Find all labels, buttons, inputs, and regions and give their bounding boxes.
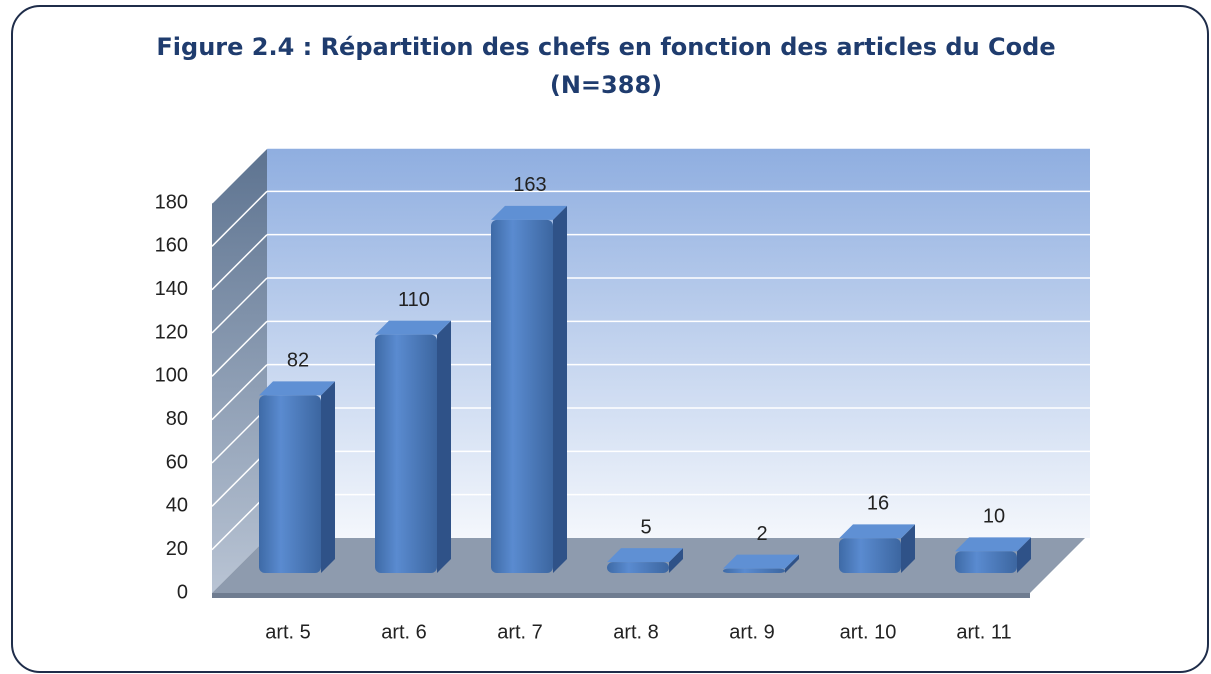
bar <box>491 205 567 574</box>
bar-face <box>901 524 915 573</box>
bar <box>839 524 915 573</box>
x-tick-label: art. 5 <box>265 621 311 643</box>
side-wall <box>212 148 267 593</box>
chart-subtitle: (N=388) <box>550 71 662 99</box>
bar-face <box>259 395 321 573</box>
floor-edge <box>212 593 1030 598</box>
bar-face <box>723 554 799 569</box>
y-tick-label: 80 <box>166 408 188 430</box>
grid-line <box>211 147 268 204</box>
y-tick-label: 60 <box>166 451 188 473</box>
bar-face <box>785 554 799 573</box>
grid-line <box>211 364 268 421</box>
bar-face <box>437 320 451 573</box>
y-tick-label: 0 <box>177 581 188 603</box>
y-tick-label: 20 <box>166 538 188 560</box>
grid-line <box>211 190 268 247</box>
x-tick-label: art. 10 <box>840 621 897 643</box>
grid-line <box>211 407 268 464</box>
bar-face <box>723 568 785 573</box>
y-tick-label: 140 <box>155 278 188 300</box>
bar-face <box>375 320 451 335</box>
value-label: 2 <box>756 523 767 545</box>
bar-face <box>607 548 683 563</box>
x-tick-label: art. 11 <box>956 621 1011 643</box>
bar <box>259 381 335 573</box>
y-tick-label: 160 <box>155 235 188 257</box>
back-wall <box>267 148 1090 538</box>
bar <box>723 554 799 573</box>
value-label: 163 <box>513 174 546 196</box>
bar-face <box>669 548 683 573</box>
x-tick-label: art. 6 <box>381 621 427 643</box>
bar-face <box>321 381 335 573</box>
bar-face <box>839 524 915 539</box>
value-label: 110 <box>398 289 430 311</box>
bar <box>375 320 451 573</box>
x-tick-label: art. 8 <box>613 621 659 643</box>
y-tick-label: 180 <box>155 191 188 213</box>
bar-face <box>375 334 437 573</box>
value-label: 5 <box>640 516 651 538</box>
bar-face <box>955 537 1031 552</box>
value-label: 10 <box>983 506 1005 528</box>
bar <box>955 537 1031 573</box>
bar-face <box>491 205 567 220</box>
bar <box>607 548 683 573</box>
grid-line <box>211 450 268 507</box>
chart-title: Figure 2.4 : Répartition des chefs en fo… <box>156 33 1055 61</box>
y-tick-label: 120 <box>155 321 188 343</box>
bar-face <box>259 381 335 396</box>
bar-face <box>1017 537 1031 573</box>
grid-line <box>211 320 268 377</box>
y-tick-label: 40 <box>166 495 188 517</box>
x-tick-label: art. 9 <box>729 621 775 643</box>
bar-face <box>553 205 567 574</box>
grid-line <box>211 494 268 551</box>
x-tick-label: art. 7 <box>497 621 543 643</box>
value-label: 16 <box>867 493 889 515</box>
value-label: 82 <box>287 350 309 372</box>
bar-face <box>491 219 553 574</box>
bar-face <box>955 551 1017 573</box>
bar-face <box>839 538 901 573</box>
bar-face <box>607 562 669 573</box>
grid-line <box>211 277 268 334</box>
grid-line <box>211 234 268 291</box>
y-tick-label: 100 <box>155 365 188 387</box>
